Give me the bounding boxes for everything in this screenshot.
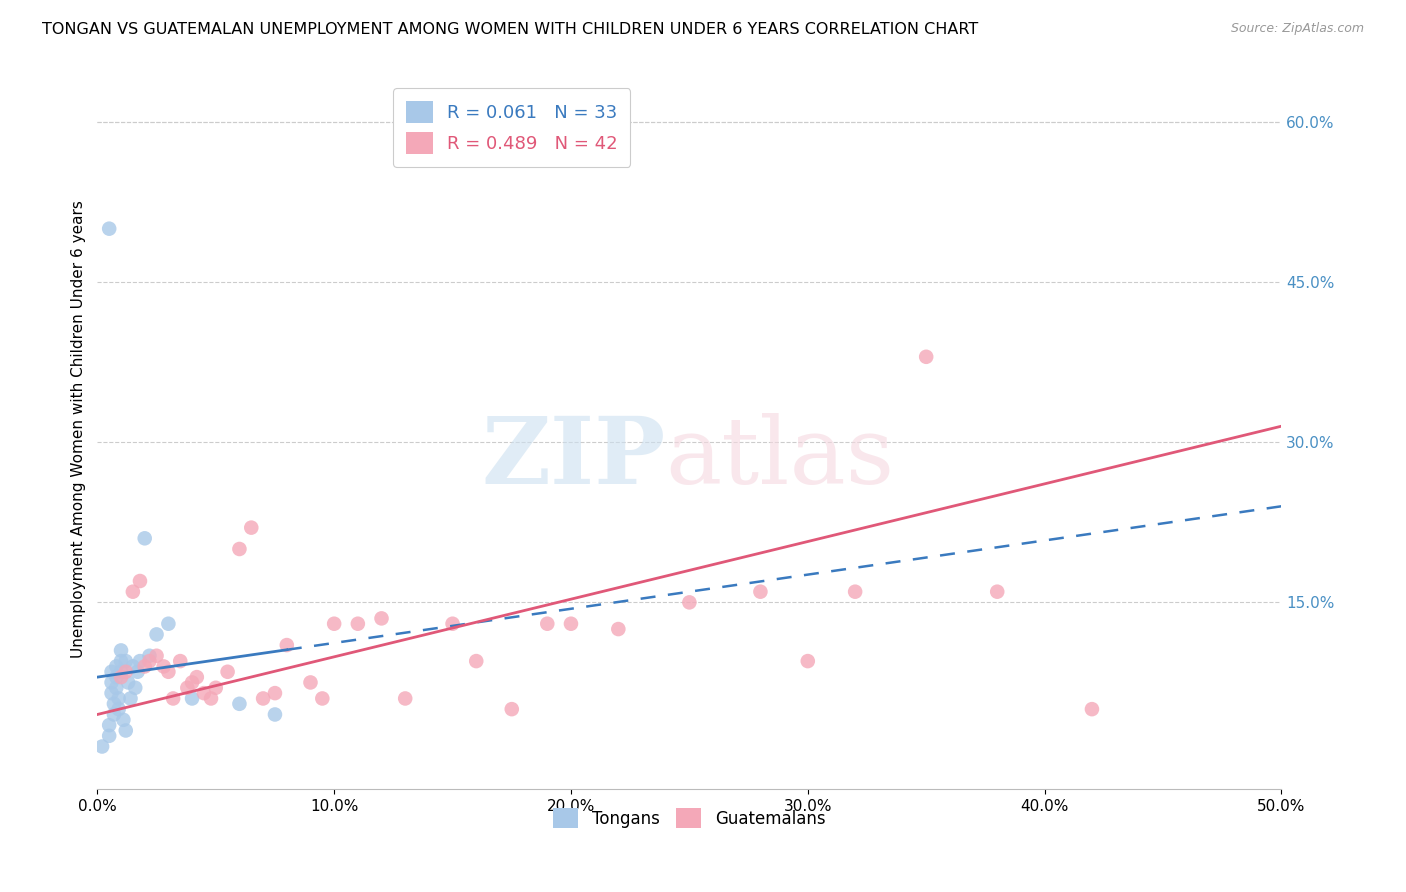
Point — [100, 665, 122, 679]
Point — [186, 670, 208, 684]
Point — [252, 691, 274, 706]
Point — [134, 659, 156, 673]
Point — [107, 691, 129, 706]
Point — [915, 350, 938, 364]
Point — [117, 675, 139, 690]
Point — [465, 654, 488, 668]
Point — [240, 521, 263, 535]
Point — [129, 574, 152, 588]
Point — [129, 654, 152, 668]
Point — [110, 665, 132, 679]
Point — [181, 675, 204, 690]
Point — [228, 541, 250, 556]
Point — [749, 584, 772, 599]
Point — [145, 648, 167, 663]
Point — [114, 723, 136, 738]
Point — [98, 221, 121, 235]
Point — [844, 584, 866, 599]
Point — [560, 616, 582, 631]
Point — [122, 584, 145, 599]
Text: Source: ZipAtlas.com: Source: ZipAtlas.com — [1230, 22, 1364, 36]
Point — [110, 670, 132, 684]
Point — [536, 616, 558, 631]
Text: atlas: atlas — [665, 413, 896, 503]
Point — [103, 697, 125, 711]
Point — [501, 702, 523, 716]
Point — [1081, 702, 1104, 716]
Point — [276, 638, 298, 652]
Point — [105, 659, 128, 673]
Point — [120, 691, 142, 706]
Point — [100, 675, 122, 690]
Point — [200, 691, 222, 706]
Point — [98, 718, 121, 732]
Point — [162, 691, 184, 706]
Point — [157, 616, 180, 631]
Point — [394, 691, 416, 706]
Text: TONGAN VS GUATEMALAN UNEMPLOYMENT AMONG WOMEN WITH CHILDREN UNDER 6 YEARS CORREL: TONGAN VS GUATEMALAN UNEMPLOYMENT AMONG … — [42, 22, 979, 37]
Point — [98, 729, 121, 743]
Point — [157, 665, 180, 679]
Point — [986, 584, 1008, 599]
Point — [311, 691, 333, 706]
Point — [100, 686, 122, 700]
Point — [145, 627, 167, 641]
Point — [138, 654, 160, 668]
Point — [678, 595, 700, 609]
Point — [114, 665, 136, 679]
Point — [264, 707, 287, 722]
Point — [323, 616, 346, 631]
Point — [103, 707, 125, 722]
Point — [152, 659, 174, 673]
Point — [797, 654, 820, 668]
Text: ZIP: ZIP — [481, 413, 665, 503]
Point — [91, 739, 114, 754]
Point — [370, 611, 392, 625]
Point — [124, 681, 146, 695]
Legend: Tongans, Guatemalans: Tongans, Guatemalans — [547, 801, 832, 835]
Point — [176, 681, 198, 695]
Point — [112, 713, 135, 727]
Point — [127, 665, 149, 679]
Point — [299, 675, 322, 690]
Point — [110, 654, 132, 668]
Point — [105, 670, 128, 684]
Point — [134, 531, 156, 545]
Point — [264, 686, 287, 700]
Point — [105, 681, 128, 695]
Point — [107, 702, 129, 716]
Point — [217, 665, 239, 679]
Point — [607, 622, 630, 636]
Y-axis label: Unemployment Among Women with Children Under 6 years: Unemployment Among Women with Children U… — [72, 200, 86, 657]
Point — [138, 648, 160, 663]
Point — [441, 616, 464, 631]
Point — [110, 643, 132, 657]
Point — [181, 691, 204, 706]
Point — [347, 616, 370, 631]
Point — [122, 659, 145, 673]
Point — [114, 654, 136, 668]
Point — [193, 686, 215, 700]
Point — [204, 681, 226, 695]
Point — [228, 697, 250, 711]
Point — [169, 654, 191, 668]
